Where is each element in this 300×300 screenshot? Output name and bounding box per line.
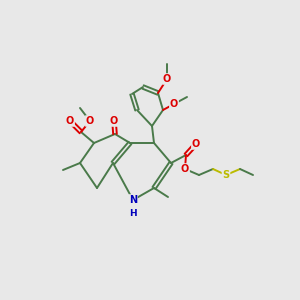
Text: N: N [129,195,137,205]
Text: H: H [129,208,137,217]
Text: O: O [170,99,178,109]
Text: O: O [181,164,189,174]
Text: O: O [163,74,171,84]
Text: O: O [86,116,94,126]
Text: O: O [110,116,118,126]
Text: O: O [192,139,200,149]
Text: S: S [222,170,230,180]
Text: O: O [66,116,74,126]
